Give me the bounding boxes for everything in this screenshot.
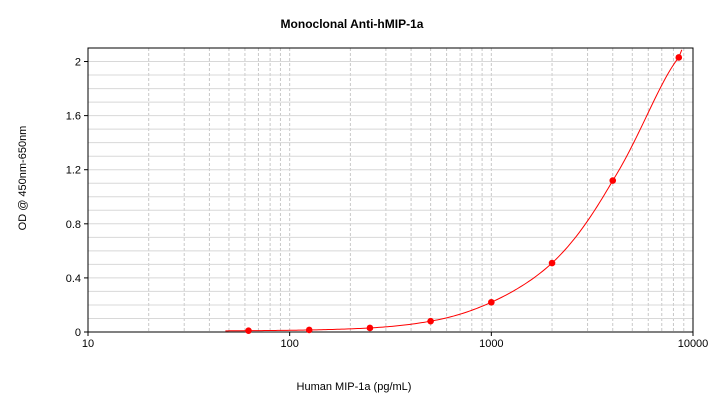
plot-frame — [87, 47, 694, 333]
grid — [88, 48, 693, 332]
y-tick-label: 1.2 — [66, 165, 81, 177]
data-point — [675, 54, 683, 61]
fit-curve — [225, 49, 683, 332]
y-tick-label: 2 — [75, 57, 81, 69]
data-point — [366, 324, 374, 332]
y-axis-label: OD @ 450nm-650nm — [17, 126, 29, 231]
x-tick-label: 100 — [280, 338, 298, 350]
data-point — [245, 327, 252, 334]
y-tick-label: 1.6 — [66, 111, 81, 123]
y-tick-label: 0.8 — [66, 219, 81, 231]
data-point — [427, 317, 434, 325]
y-tick-label: 0 — [75, 327, 81, 339]
data-point — [548, 259, 556, 267]
chart-title: Monoclonal Anti-hMIP-1a — [281, 17, 424, 31]
x-axis-label: Human MIP-1a (pg/mL) — [297, 381, 412, 393]
y-tick-label: 0.4 — [66, 273, 81, 285]
x-tick-label: 10 — [82, 338, 94, 350]
data-point — [609, 177, 617, 184]
data-point — [305, 326, 313, 334]
data-points — [245, 54, 683, 334]
x-tick-label: 1000 — [479, 338, 503, 350]
y-axis: 0 0.4 0.8 1.2 1.6 2 — [66, 57, 88, 339]
x-tick-label: 10000 — [678, 338, 709, 350]
data-point — [488, 298, 495, 306]
x-axis: 10 100 1000 10000 — [82, 332, 708, 350]
